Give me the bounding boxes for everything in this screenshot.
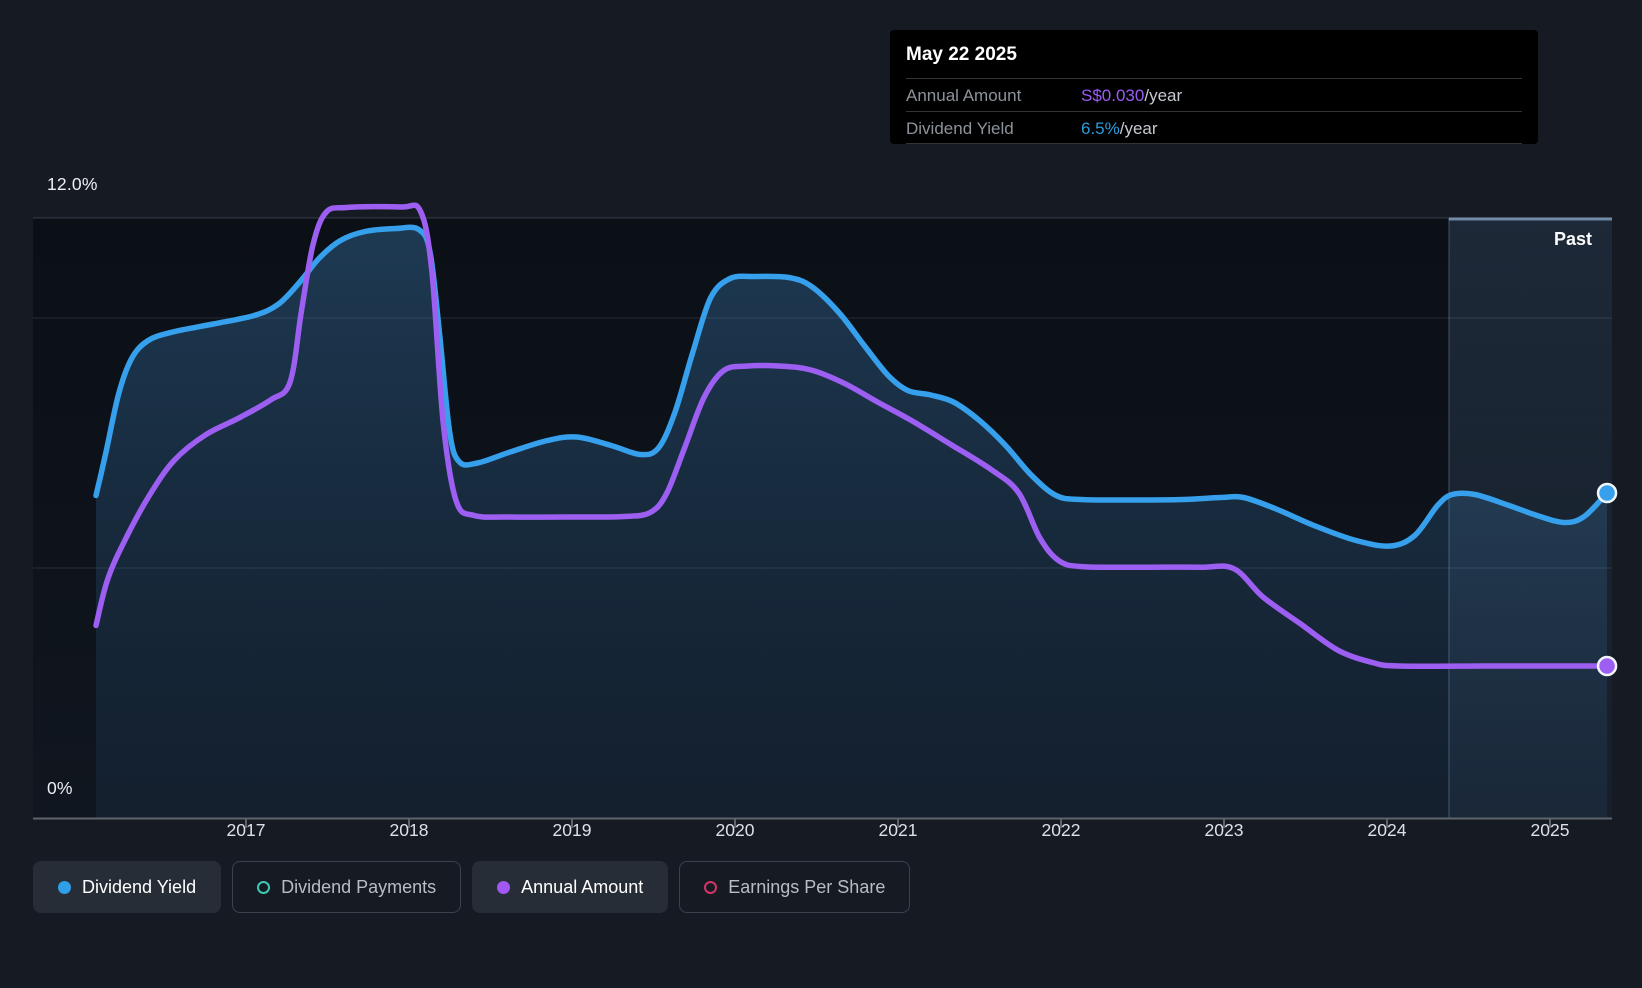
x-tick-label-2023: 2023: [1204, 820, 1244, 840]
tooltip-label: Dividend Yield: [906, 119, 1014, 138]
legend-toggle-dividend-yield[interactable]: Dividend Yield: [33, 861, 222, 913]
x-tick-label-2017: 2017: [226, 820, 266, 840]
x-tick-label-2021: 2021: [878, 820, 918, 840]
dividend-yield-endpoint-dot[interactable]: [1596, 482, 1618, 504]
legend-label: Annual Amount: [521, 876, 644, 897]
dividend-yield-line[interactable]: [93, 224, 1610, 549]
legend-toggle-earnings-per-share[interactable]: Earnings Per Share: [679, 861, 911, 913]
tooltip-value: 6.5%: [1081, 119, 1120, 138]
annual-amount-dot-icon: [497, 880, 511, 894]
dividend-yield-area-fill: [96, 227, 1607, 818]
y-axis-min-label: 0%: [47, 778, 73, 798]
chart-tooltip: May 22 2025 Annual Amount S$0.030/year Di…: [890, 30, 1538, 144]
y-axis-max-label: 12.0%: [47, 174, 98, 194]
legend-label: Dividend Yield: [82, 876, 197, 897]
annual-amount-endpoint-dot[interactable]: [1596, 655, 1618, 677]
tooltip-value-suffix: /year: [1144, 86, 1183, 105]
legend-toggle-annual-amount[interactable]: Annual Amount: [472, 861, 669, 913]
dividend-yield-dot-icon: [58, 880, 71, 894]
legend-label: Earnings Per Share: [728, 876, 886, 897]
chart-legend: Dividend Yield Dividend Payments Annual …: [33, 861, 911, 913]
past-region-label: Past: [1553, 229, 1592, 249]
legend-toggle-dividend-payments[interactable]: Dividend Payments: [232, 861, 462, 913]
tooltip-row-dividend-yield: Dividend Yield 6.5%/year: [906, 111, 1522, 144]
x-tick-label-2020: 2020: [715, 820, 755, 840]
legend-label: Dividend Payments: [281, 876, 437, 897]
tooltip-label: Annual Amount: [906, 86, 1022, 105]
tooltip-value-suffix: /year: [1119, 119, 1158, 138]
x-tick-label-2025: 2025: [1530, 820, 1570, 840]
x-tick-label-2022: 2022: [1041, 820, 1081, 840]
tooltip-date: May 22 2025: [906, 44, 1017, 65]
tooltip-value: S$0.030: [1081, 86, 1145, 105]
x-tick-label-2018: 2018: [389, 820, 429, 840]
x-tick-label-2024: 2024: [1367, 820, 1407, 840]
tooltip-row-annual-amount: Annual Amount S$0.030/year: [906, 78, 1522, 111]
x-tick-label-2019: 2019: [552, 820, 592, 840]
dividend-payments-ring-icon: [257, 880, 271, 894]
earnings-per-share-ring-icon: [704, 880, 718, 894]
past-region-band: [1448, 218, 1612, 818]
annual-amount-line[interactable]: [93, 202, 1610, 670]
